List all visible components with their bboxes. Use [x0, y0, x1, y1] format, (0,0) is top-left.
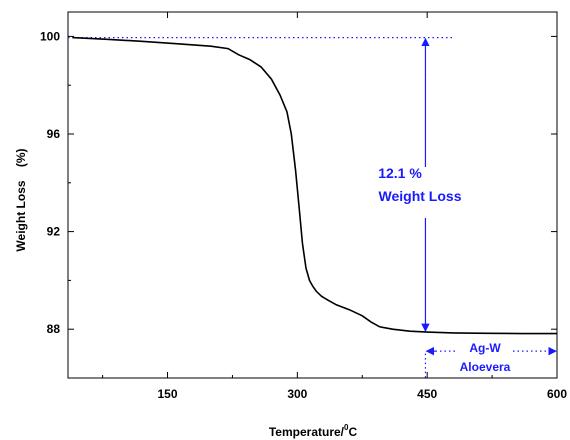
- x-axis-title-superscript: 0: [344, 423, 349, 432]
- y-axis: 88 92 96 100: [40, 29, 557, 379]
- y-tick-label: 92: [47, 225, 61, 239]
- plot-frame: [67, 11, 558, 379]
- y-tick-label: 96: [47, 127, 61, 141]
- y-tick-label: 100: [40, 29, 60, 43]
- x-axis-title: Temperature/0C: [269, 423, 358, 439]
- y-axis-title-text: Weight Loss: [14, 180, 28, 251]
- annotations: 12.1 % Weight Loss Ag-W Aloevera: [68, 37, 557, 378]
- x-tick-label: 150: [158, 387, 178, 401]
- series-line-tga: [72, 36, 557, 335]
- x-axis: 150 300 450 600: [102, 12, 567, 401]
- sample-label-line2: Aloevera: [460, 360, 511, 374]
- x-axis-title-text: Temperature/: [269, 425, 345, 439]
- x-tick-label: 600: [547, 387, 567, 401]
- x-tick-label: 450: [417, 387, 437, 401]
- sample-label-line1: Ag-W: [469, 341, 501, 355]
- weight-loss-value: 12.1 %: [378, 165, 422, 181]
- y-axis-title-unit: (%): [14, 148, 28, 167]
- x-axis-title-unit: C: [348, 425, 357, 439]
- x-tick-label: 300: [287, 387, 307, 401]
- y-tick-label: 88: [47, 322, 61, 336]
- y-axis-title: Weight Loss (%): [14, 148, 28, 251]
- weight-loss-label: Weight Loss: [379, 188, 462, 204]
